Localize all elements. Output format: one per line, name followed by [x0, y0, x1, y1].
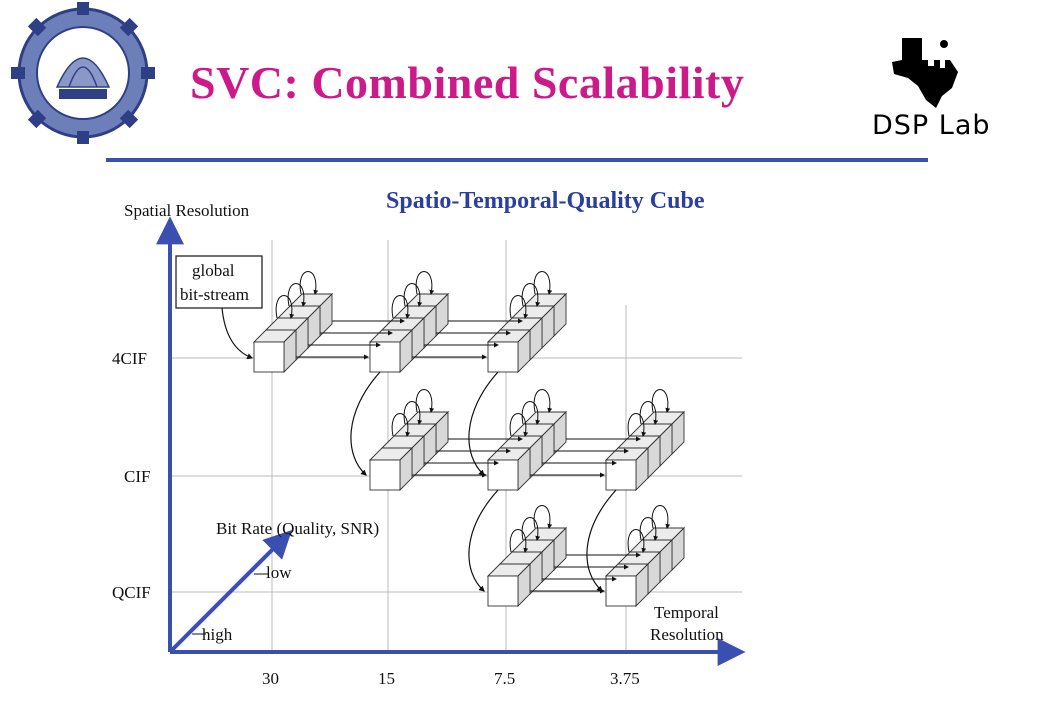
temporal-level-7-5: 7.5	[494, 669, 515, 688]
cube-stack	[368, 389, 450, 492]
cube-stack	[604, 505, 686, 608]
spatial-link	[468, 489, 499, 592]
cube	[486, 328, 532, 374]
spatial-link	[468, 371, 499, 476]
callout-line1: global	[192, 261, 235, 280]
cube-stack	[486, 389, 568, 492]
diagram-subtitle: Spatio-Temporal-Quality Cube	[386, 188, 705, 214]
spatial-level-qcif: QCIF	[112, 583, 151, 602]
cube	[368, 328, 414, 374]
cube	[486, 562, 532, 608]
cube-stack	[486, 505, 568, 608]
temporal-level-3-75: 3.75	[610, 669, 640, 688]
cube-stacks	[252, 271, 686, 608]
cube	[252, 328, 298, 374]
institute-logo	[11, 2, 155, 144]
dsp-lab-label: DSP Lab	[872, 110, 991, 141]
cube-stack	[486, 271, 568, 374]
callout-line2: bit-stream	[180, 285, 249, 304]
ti-logo-icon	[892, 38, 958, 108]
spatial-level-4cif: 4CIF	[112, 349, 147, 368]
spatial-level-cif: CIF	[124, 467, 150, 486]
depth-low-label: low	[266, 563, 292, 582]
depth-axis-label: Bit Rate (Quality, SNR)	[216, 519, 379, 538]
y-axis-label: Spatial Resolution	[124, 201, 250, 220]
cube	[604, 446, 650, 492]
cube-stack	[604, 389, 686, 492]
cube	[486, 446, 532, 492]
temporal-level-15: 15	[378, 669, 395, 688]
x-axis-label-line2: Resolution	[650, 625, 724, 644]
cube	[368, 446, 414, 492]
title-divider	[106, 158, 928, 162]
global-bitstream-callout	[175, 255, 263, 309]
cube-stack	[252, 271, 334, 374]
cube-stack	[368, 271, 450, 374]
temporal-level-30: 30	[262, 669, 279, 688]
spatial-link	[586, 489, 617, 592]
depth-high-label: high	[202, 625, 233, 644]
cube	[604, 562, 650, 608]
quality-axis	[168, 530, 292, 654]
spatial-link	[350, 371, 381, 476]
page-title: SVC: Combined Scalability	[190, 57, 745, 108]
x-axis-label-line1: Temporal	[654, 603, 719, 622]
